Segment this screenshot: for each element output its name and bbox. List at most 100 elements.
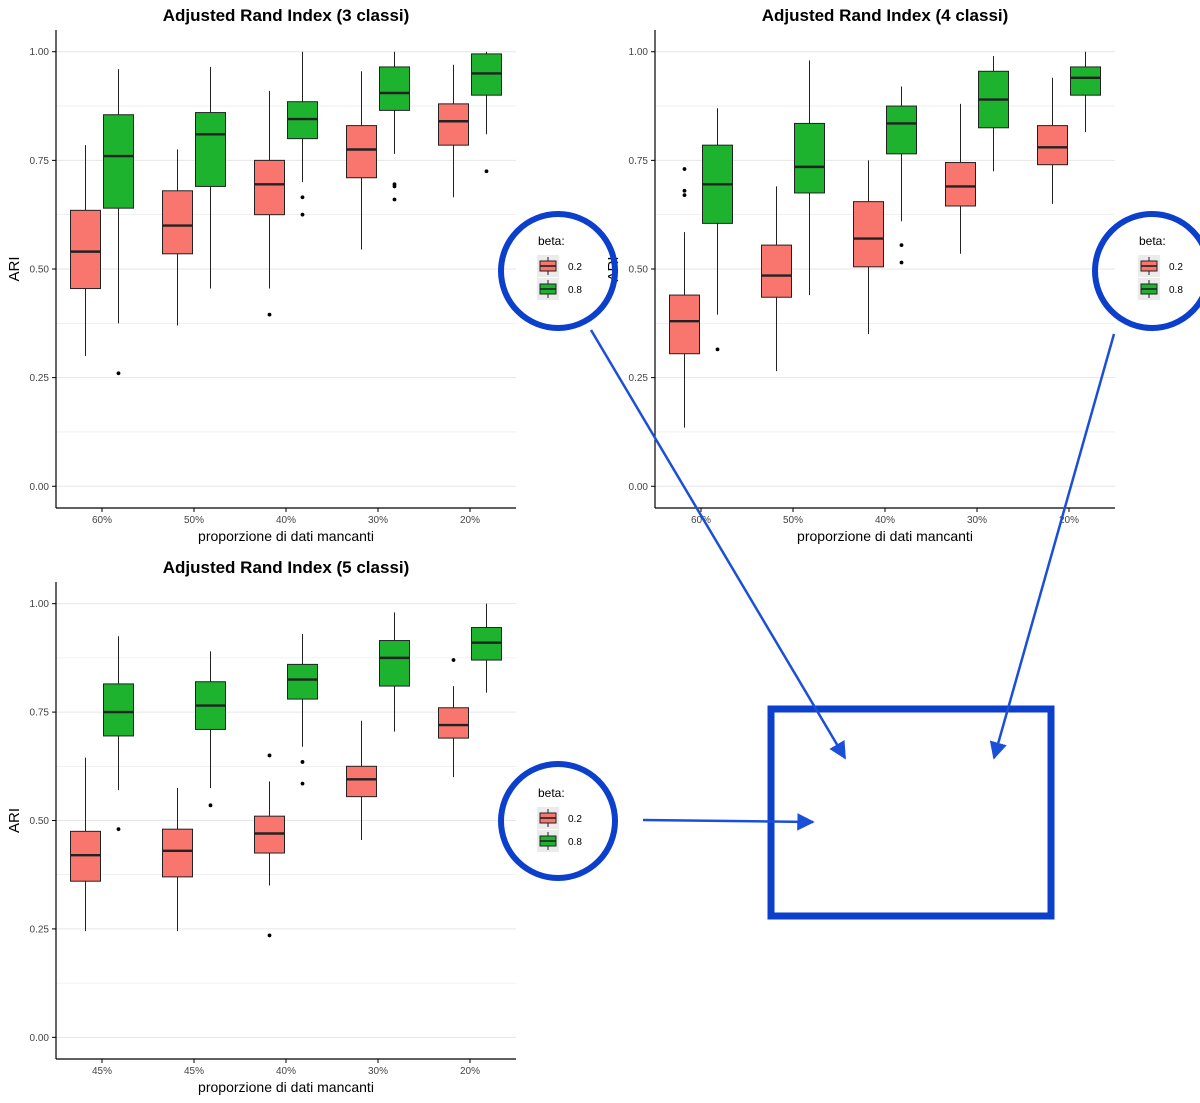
box-body: [438, 103, 469, 146]
x-tick-label: 20%: [460, 1066, 480, 1077]
outlier-point: [116, 827, 121, 832]
box-0.2-30%: [346, 71, 377, 250]
x-tick-label: 60%: [92, 515, 112, 526]
box-0.8-30%: [379, 51, 410, 202]
legend-highlight-circle-1: [498, 211, 618, 331]
y-tick-label: 0.00: [30, 1033, 50, 1044]
y-tick-label: 1.00: [30, 47, 50, 58]
x-tick-label: 40%: [276, 515, 296, 526]
arrow-from-legend-2: [989, 333, 1116, 760]
outlier-point: [682, 193, 687, 198]
box-0.2-40%: [853, 160, 884, 335]
outlier-point: [300, 195, 305, 200]
outlier-point: [208, 803, 213, 808]
legend-panel-5-classi: beta: 0.2 0.8: [537, 786, 582, 852]
panel-3-classi: 0.00 0.25 0.50 0.75 1.00 60% 50% 40% 30% 20% Adju…: [6, 6, 516, 544]
y-axis-title: ARI: [6, 256, 23, 281]
legend-label: 0.8: [568, 837, 582, 848]
box-body: [379, 640, 410, 687]
x-tick-label: 40%: [276, 1066, 296, 1077]
outlier-point: [300, 212, 305, 217]
box-body: [379, 66, 410, 111]
boxplots: [70, 603, 502, 938]
panel-4-classi: 0.00 0.25 0.50 0.75 1.00 60% 50% 40% 30% 20% Adju…: [605, 6, 1115, 544]
box-body: [346, 125, 377, 179]
panel-5-classi: 0.00 0.25 0.50 0.75 1.00 45% 45% 40% 30% 20% Adju…: [6, 558, 516, 1095]
chart-title: Adjusted Rand Index (3 classi): [163, 6, 410, 25]
axes: 0.00 0.25 0.50 0.75 1.00 60% 50% 40% 30% 20%: [30, 30, 516, 526]
box-body: [162, 190, 193, 255]
outlier-point: [267, 753, 272, 758]
legend-highlight-circle-2: [1092, 211, 1200, 331]
y-tick-label: 0.50: [30, 265, 50, 276]
box-0.2-60%: [70, 145, 101, 356]
legend-key-0.8: 0.8: [1138, 278, 1183, 300]
box-body: [103, 114, 134, 209]
box-0.2-40%: [254, 90, 285, 317]
x-tick-label: 45%: [92, 1066, 112, 1077]
chart-title: Adjusted Rand Index (4 classi): [762, 6, 1009, 25]
box-0.2-50%: [162, 149, 193, 326]
outlier-point: [392, 197, 397, 202]
box-body: [162, 828, 193, 878]
y-tick-label: 0.00: [30, 482, 50, 493]
legend-title: beta:: [538, 234, 565, 248]
annotations: [498, 211, 1200, 920]
box-body: [103, 683, 134, 737]
box-body: [1070, 66, 1101, 96]
x-tick-label: 30%: [368, 1066, 388, 1077]
legend-label: 0.2: [1169, 262, 1183, 273]
legend-label: 0.8: [568, 285, 582, 296]
outlier-point: [116, 371, 121, 376]
box-0.2-45%: [70, 757, 101, 932]
grid-lines: [56, 603, 516, 1038]
axes: 0.00 0.25 0.50 0.75 1.00 45% 45% 40% 30% 20%: [30, 582, 516, 1077]
box-0.2-30%: [346, 720, 377, 841]
box-body: [853, 201, 884, 268]
y-tick-label: 0.75: [30, 708, 50, 719]
x-tick-label: 30%: [967, 515, 987, 526]
y-tick-label: 0.75: [629, 156, 649, 167]
box-body: [794, 122, 825, 194]
box-0.2-20%: [438, 64, 469, 198]
y-tick-label: 0.00: [629, 482, 649, 493]
box-body: [761, 244, 792, 298]
y-tick-label: 1.00: [30, 599, 50, 610]
box-0.8-40%: [886, 86, 917, 265]
legend-key-0.2: 0.2: [537, 255, 582, 277]
box-0.2-40%: [254, 753, 285, 938]
box-0.2-45%: [162, 787, 193, 932]
y-tick-label: 0.25: [30, 924, 50, 935]
x-axis-title: proporzione di dati mancanti: [797, 528, 973, 544]
box-body: [70, 209, 101, 290]
arrow-from-legend-1: [589, 329, 847, 760]
outlier-point: [392, 182, 397, 187]
outlier-point: [899, 260, 904, 265]
box-body: [886, 105, 917, 155]
y-tick-label: 1.00: [629, 47, 649, 58]
box-body: [195, 112, 226, 187]
arrow-from-legend-3: [642, 813, 815, 831]
box-0.8-50%: [794, 60, 825, 296]
box-0.8-45%: [103, 636, 134, 832]
x-tick-label: 20%: [1059, 515, 1079, 526]
box-body: [945, 162, 976, 207]
outlier-point: [267, 312, 272, 317]
axes: 0.00 0.25 0.50 0.75 1.00 60% 50% 40% 30% 20%: [629, 30, 1115, 526]
box-0.8-20%: [471, 51, 502, 174]
boxplots: [70, 51, 502, 376]
box-0.8-50%: [195, 66, 226, 289]
box-body: [669, 294, 700, 355]
legend-panel-3-classi: beta: 0.2 0.8: [537, 234, 582, 300]
legend-highlight-circle-3: [498, 761, 618, 881]
x-tick-label: 45%: [184, 1066, 204, 1077]
legend-label: 0.2: [568, 262, 582, 273]
x-axis-title: proporzione di dati mancanti: [198, 1079, 374, 1095]
target-legend-box: [767, 705, 1055, 920]
outlier-point: [300, 760, 305, 764]
box-body: [287, 663, 318, 700]
box-0.8-20%: [1070, 51, 1101, 133]
x-tick-label: 50%: [184, 515, 204, 526]
box-0.8-45%: [195, 651, 226, 808]
